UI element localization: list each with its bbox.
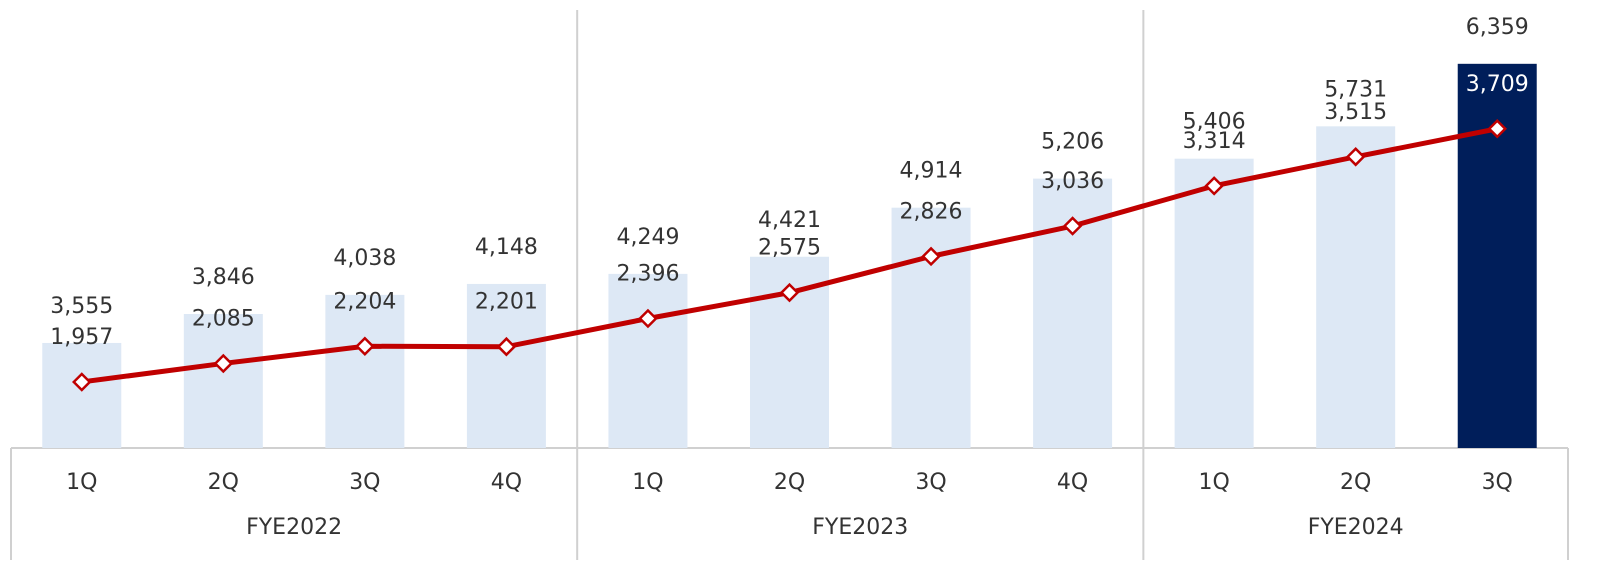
x-tick-label: 3Q (1482, 470, 1513, 495)
marker (213, 353, 234, 374)
marker (1345, 147, 1366, 167)
line-value-label: 3,314 (1183, 129, 1246, 154)
bar-value-label: 3,846 (192, 265, 255, 290)
x-tick-label: 4Q (491, 470, 522, 495)
x-tick-label: 1Q (632, 470, 663, 495)
marker (1204, 176, 1224, 196)
bar-value-label: 5,206 (1041, 130, 1104, 155)
line-value-label: 3,515 (1324, 100, 1387, 125)
bar-value-label: 5,406 (1183, 110, 1246, 135)
x-tick-label: 2Q (774, 470, 805, 495)
line-value-label: 2,575 (758, 236, 821, 261)
bar (466, 283, 546, 448)
line-value-label: 3,036 (1041, 169, 1104, 194)
x-tick-label: 3Q (915, 470, 946, 495)
marker (1487, 118, 1507, 139)
bar (42, 342, 122, 448)
bar-value-label: 4,421 (758, 208, 821, 233)
x-tick-label: 1Q (66, 470, 97, 495)
bar-value-label: 3,555 (50, 294, 113, 319)
marker (638, 308, 658, 329)
bar (183, 313, 263, 448)
line-value-label: 2,396 (616, 262, 679, 287)
bar-value-label: 4,914 (900, 159, 963, 184)
line-value-label: 1,957 (50, 325, 113, 350)
marker (355, 336, 375, 357)
bar-value-label: 4,249 (616, 225, 679, 250)
x-tick-label: 1Q (1198, 470, 1229, 495)
line-value-label: 2,201 (475, 290, 538, 315)
bar (891, 207, 971, 448)
marker (1062, 216, 1083, 236)
marker (72, 372, 92, 392)
bar-value-label: 4,038 (333, 246, 396, 271)
bar (325, 294, 405, 448)
bar (608, 273, 688, 448)
bar-value-label: 4,148 (475, 235, 538, 260)
line-value-label: 2,085 (192, 306, 255, 331)
bar (1174, 158, 1254, 448)
marker (921, 246, 941, 267)
x-tick-label: 2Q (208, 470, 239, 495)
marker (779, 282, 800, 303)
marker (496, 336, 517, 357)
bar-value-label: 5,731 (1324, 77, 1387, 102)
x-tick-label: 4Q (1057, 470, 1088, 495)
bar (1316, 126, 1396, 448)
line-value-label: 3,709 (1466, 72, 1529, 97)
group-label: FYE2023 (812, 515, 908, 540)
x-tick-label: 2Q (1340, 470, 1371, 495)
x-tick-label: 3Q (349, 470, 380, 495)
line-value-label: 2,204 (333, 289, 396, 314)
group-label: FYE2022 (246, 515, 342, 540)
bar-value-label: 6,359 (1466, 15, 1529, 40)
line-value-label: 2,826 (900, 199, 963, 224)
group-label: FYE2024 (1308, 515, 1404, 540)
